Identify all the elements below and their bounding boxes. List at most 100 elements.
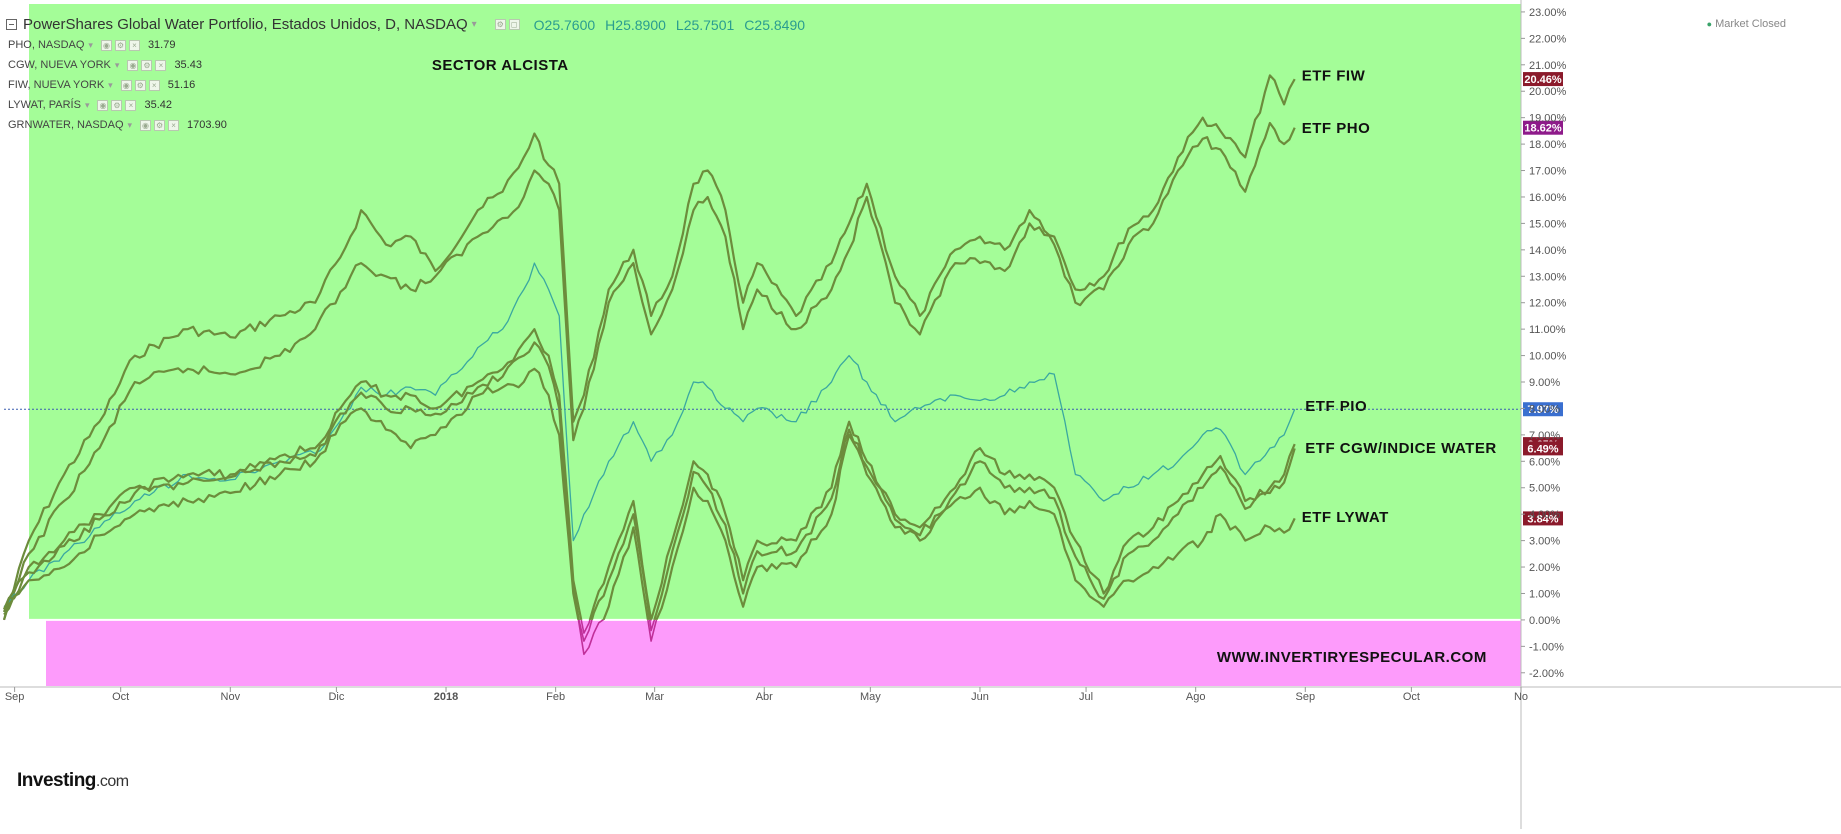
y-tick-label: 2.00% [1529,562,1560,574]
settings-icon[interactable]: ⚙ [154,120,165,131]
y-tick-label: 23.00% [1529,7,1567,19]
x-tick-label: Oct [112,691,129,703]
hide-icon[interactable]: ◻ [509,19,520,30]
annotation-label: SECTOR ALCISTA [432,57,569,74]
close-icon[interactable]: × [125,100,136,111]
x-tick-label: Sep [5,691,25,703]
y-tick-label: 12.00% [1529,298,1567,310]
y-tick-label: 22.00% [1529,33,1567,45]
legend-item[interactable]: CGW, NUEVA YORK ▾ ◉⚙× 35.43 [8,59,202,71]
x-tick-label: Jun [971,691,989,703]
annotation-label: WWW.INVERTIRYESPECULAR.COM [1217,649,1487,666]
y-tick-label: 1.00% [1529,588,1560,600]
legend-item[interactable]: FIW, NUEVA YORK ▾ ◉⚙× 51.16 [8,79,195,91]
y-tick-label: 16.00% [1529,192,1567,204]
chevron-down-icon[interactable]: ▾ [88,40,93,51]
legend-buttons: ◉⚙× [97,100,136,111]
x-tick-label: 2018 [434,691,458,703]
legend-series-name[interactable]: PHO, NASDAQ [8,39,84,51]
y-tick-label: 3.00% [1529,536,1560,548]
legend-series-name[interactable]: CGW, NUEVA YORK [8,59,111,71]
settings-icon[interactable]: ⚙ [111,100,122,111]
y-tick-label: 7.00% [1529,430,1560,442]
y-tick-label: 14.00% [1529,245,1567,257]
legend-buttons: ◉⚙× [121,80,160,91]
y-tick-label: -2.00% [1529,668,1564,680]
x-tick-label: Mar [645,691,664,703]
legend-series-value: 35.42 [144,99,172,111]
legend-series-name[interactable]: LYWAT, PARÍS [8,99,81,111]
y-tick-label: 9.00% [1529,377,1560,389]
legend-item[interactable]: LYWAT, PARÍS ▾ ◉⚙× 35.42 [8,99,172,111]
x-tick-label: No [1514,691,1528,703]
y-tick-label: 8.00% [1529,403,1560,415]
x-tick-label: Ago [1186,691,1206,703]
eye-icon[interactable]: ◉ [127,60,138,71]
ohlc-open: O25.7600 [534,17,596,33]
chevron-down-icon[interactable]: ▾ [108,80,113,91]
y-tick-label: 5.00% [1529,483,1560,495]
y-tick-label: 0.00% [1529,615,1560,627]
eye-icon[interactable]: ◉ [97,100,108,111]
axis-value-label: 6.49% [1527,443,1558,455]
title-buttons: ⚙ ◻ [495,19,520,30]
y-tick-label: 19.00% [1529,113,1567,125]
chevron-down-icon[interactable]: ▾ [85,100,90,111]
x-tick-label: Nov [221,691,241,703]
chevron-down-icon[interactable]: ▾ [128,120,133,131]
legend-series-value: 1703.90 [187,119,227,131]
close-icon[interactable]: × [149,80,160,91]
y-tick-label: 4.00% [1529,509,1560,521]
y-tick-label: 15.00% [1529,218,1567,230]
close-icon[interactable]: × [155,60,166,71]
eye-icon[interactable]: ◉ [140,120,151,131]
legend-buttons: ◉⚙× [140,120,179,131]
legend-series-value: 51.16 [168,79,196,91]
legend-item[interactable]: PHO, NASDAQ ▾ ◉⚙× 31.79 [8,39,175,51]
y-tick-label: 21.00% [1529,60,1567,72]
x-tick-label: Abr [756,691,773,703]
x-tick-label: Sep [1296,691,1316,703]
close-icon[interactable]: × [129,40,140,51]
annotation-label: ETF LYWAT [1302,509,1389,526]
legend-series-name[interactable]: GRNWATER, NASDAQ [8,119,124,131]
legend-buttons: ◉⚙× [127,60,166,71]
annotation-label: ETF PHO [1302,120,1371,137]
legend-series-value: 35.43 [174,59,202,71]
market-status: Market Closed [1707,18,1786,30]
chart-title-bar: PowerShares Global Water Portfolio, Esta… [6,16,805,33]
y-tick-label: 10.00% [1529,351,1567,363]
ohlc-high: H25.8900 [605,17,666,33]
y-tick-label: 17.00% [1529,166,1567,178]
annotation-label: ETF CGW/INDICE WATER [1305,440,1496,457]
legend-item[interactable]: GRNWATER, NASDAQ ▾ ◉⚙× 1703.90 [8,119,227,131]
x-tick-label: Dic [328,691,344,703]
eye-icon[interactable]: ◉ [121,80,132,91]
settings-icon[interactable]: ⚙ [135,80,146,91]
collapse-icon[interactable] [6,19,17,30]
chart-title[interactable]: PowerShares Global Water Portfolio, Esta… [23,16,468,33]
annotation-label: ETF FIW [1302,67,1366,84]
x-tick-label: May [860,691,881,703]
axis-value-label: 20.46% [1524,74,1562,86]
chevron-down-icon[interactable]: ▾ [115,60,120,71]
eye-icon[interactable]: ◉ [101,40,112,51]
y-tick-label: 18.00% [1529,139,1567,151]
y-tick-label: -1.00% [1529,641,1564,653]
settings-icon[interactable]: ⚙ [141,60,152,71]
y-tick-label: 11.00% [1529,324,1566,336]
legend-series-name[interactable]: FIW, NUEVA YORK [8,79,104,91]
settings-icon[interactable]: ⚙ [115,40,126,51]
legend-series-value: 31.79 [148,39,176,51]
close-icon[interactable]: × [168,120,179,131]
y-tick-label: 6.00% [1529,456,1560,468]
investing-logo: Investing.com [17,770,129,792]
ohlc-close: C25.8490 [744,17,805,33]
chevron-down-icon[interactable]: ▾ [472,19,477,30]
x-tick-label: Jul [1079,691,1093,703]
settings-icon[interactable]: ⚙ [495,19,506,30]
y-tick-label: 13.00% [1529,271,1567,283]
x-tick-label: Oct [1403,691,1420,703]
